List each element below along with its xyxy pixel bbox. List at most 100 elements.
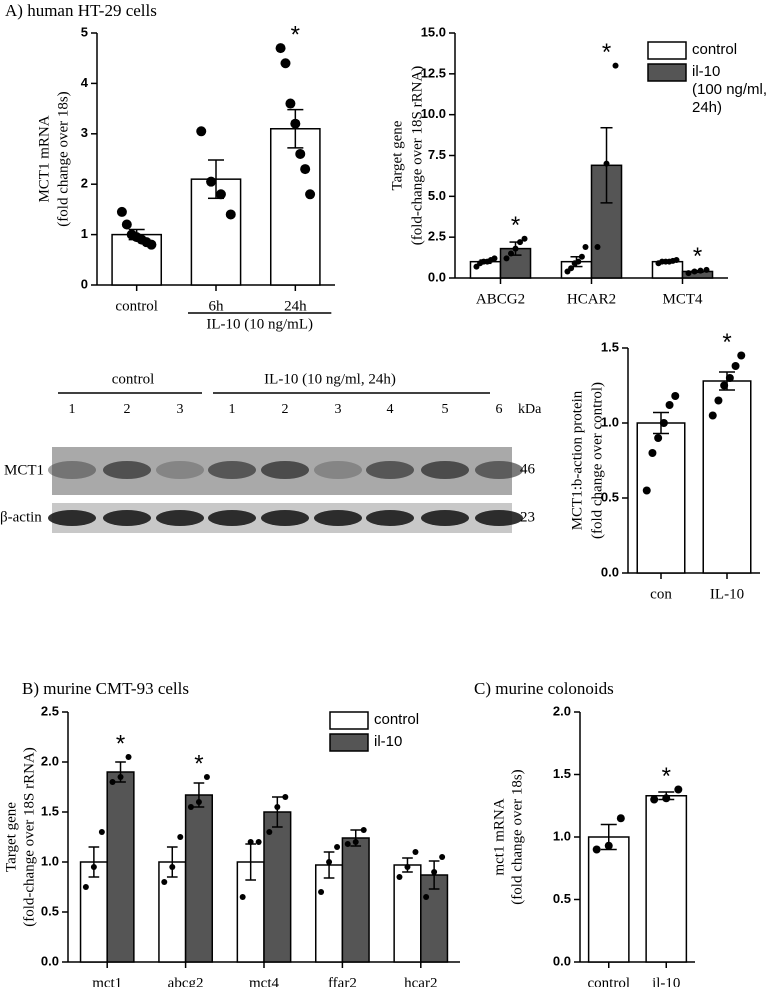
- chart-title: A) human HT-29 cells: [5, 1, 157, 20]
- blot-band: [421, 510, 469, 526]
- data-point: [187, 804, 194, 810]
- data-point: [592, 845, 601, 854]
- lane-number: 5: [442, 402, 449, 417]
- bar: [269, 128, 321, 286]
- data-point: [109, 779, 116, 785]
- y-tick-label: 1.0: [553, 828, 571, 843]
- data-point: [206, 176, 217, 187]
- legend-entry: control: [692, 41, 738, 58]
- data-point: [412, 849, 419, 855]
- data-point: [582, 243, 589, 250]
- data-point: [195, 799, 202, 805]
- data-point: [280, 58, 291, 69]
- data-point: [662, 794, 671, 803]
- data-point: [731, 362, 740, 370]
- y-tick-label: 12.5: [421, 65, 446, 80]
- x-tick-label: MCT4: [662, 291, 703, 307]
- data-point: [575, 258, 582, 265]
- data-point: [146, 239, 157, 250]
- y-tick-label: 4: [81, 75, 89, 90]
- y-tick-label: 1: [81, 226, 88, 241]
- y-tick-label: 5: [81, 24, 88, 39]
- y-tick-label: 0.5: [601, 489, 619, 504]
- blot-band: [475, 461, 523, 479]
- data-point: [295, 148, 306, 159]
- blot-kda: 46: [520, 461, 536, 477]
- y-tick-label: 7.5: [428, 147, 446, 162]
- blot-group-label: control: [112, 371, 155, 387]
- data-point: [508, 250, 515, 257]
- data-point: [352, 839, 359, 845]
- blot-group-label: IL-10 (10 ng/ml, 24h): [264, 371, 396, 387]
- data-point: [90, 864, 97, 870]
- data-point: [659, 419, 668, 427]
- data-point: [737, 351, 746, 360]
- x-tick-label: control: [115, 298, 158, 314]
- data-point: [685, 270, 692, 277]
- significance-star: *: [722, 329, 731, 356]
- data-point: [691, 268, 698, 275]
- data-point: [491, 255, 498, 262]
- x-tick-label: mct4: [249, 975, 279, 987]
- lane-number: 6: [496, 402, 503, 417]
- y-tick-label: 1.5: [553, 766, 571, 781]
- data-point: [714, 396, 723, 405]
- y-tick-label: 15.0: [421, 24, 446, 39]
- y-axis-label: (fold-change over 18S rRNA): [21, 747, 37, 927]
- data-point: [517, 239, 524, 246]
- data-point: [285, 98, 296, 109]
- data-point: [117, 774, 124, 780]
- data-point: [290, 118, 301, 129]
- blot-band: [261, 510, 309, 526]
- legend-swatch: [329, 733, 369, 752]
- data-point: [203, 774, 210, 780]
- blot-band: [103, 510, 151, 526]
- data-point: [247, 839, 254, 845]
- group-label: IL-10 (10 ng/mL): [206, 316, 313, 332]
- blot-band: [208, 461, 256, 479]
- y-tick-label: 0.0: [41, 953, 59, 968]
- y-tick-label: 2.5: [428, 229, 446, 244]
- data-point: [169, 864, 176, 870]
- legend-entry: control: [374, 711, 420, 728]
- data-point: [612, 62, 619, 69]
- data-point: [512, 245, 519, 252]
- data-point: [521, 235, 528, 242]
- data-point: [673, 257, 680, 264]
- x-tick-label: 6h: [209, 298, 225, 314]
- data-point: [161, 879, 168, 885]
- data-point: [121, 219, 132, 230]
- x-tick-label: hcar2: [404, 975, 437, 987]
- blot-band: [314, 510, 362, 526]
- x-tick-label: abcg2: [168, 975, 204, 987]
- y-axis-label: (fold change over 18s): [509, 769, 525, 904]
- data-point: [326, 859, 333, 865]
- y-axis-label: (fold change over 18s): [55, 91, 71, 226]
- x-tick-label: con: [650, 586, 672, 602]
- chart-title: C) murine colonoids: [474, 679, 614, 698]
- blot-band: [314, 461, 362, 479]
- data-point: [300, 164, 311, 175]
- data-point: [125, 754, 132, 760]
- legend-entry: il-10 (100 ng/ml, 24h): [692, 63, 767, 116]
- data-point: [720, 381, 729, 390]
- data-point: [196, 126, 207, 137]
- y-tick-label: 1.0: [601, 414, 619, 429]
- significance-star: *: [662, 763, 671, 790]
- y-tick-label: 2.0: [553, 703, 571, 718]
- data-point: [665, 401, 674, 409]
- legend-label: control: [374, 711, 420, 728]
- data-point: [439, 854, 446, 860]
- blot-band: [48, 461, 96, 479]
- x-tick-label: control: [588, 975, 631, 987]
- data-point: [255, 839, 262, 845]
- data-point: [396, 874, 403, 880]
- y-axis-label: mct1 mRNA: [491, 798, 507, 875]
- blot-band: [366, 510, 414, 526]
- error-bar: [271, 796, 283, 828]
- lane-number: 1: [69, 402, 76, 417]
- legend-label: control: [692, 41, 738, 58]
- data-point: [650, 795, 659, 804]
- data-point: [82, 884, 89, 890]
- y-axis-label: (fold-change over 18S rRNA): [409, 66, 425, 246]
